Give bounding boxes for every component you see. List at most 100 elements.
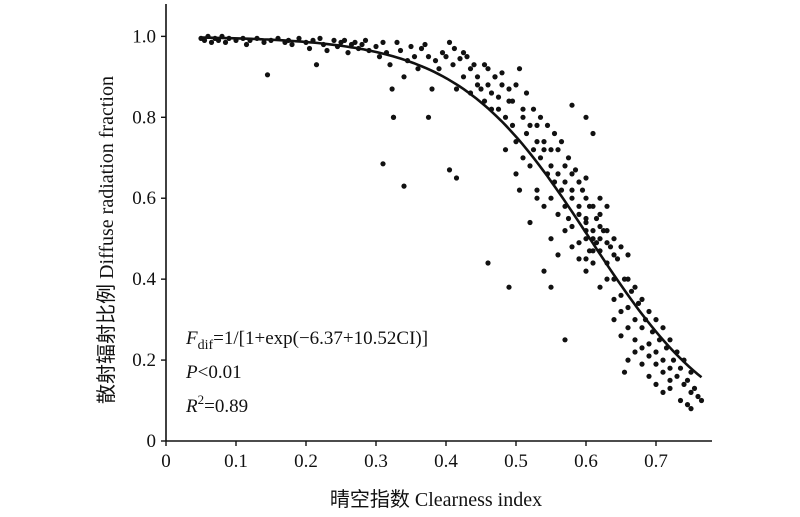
data-point xyxy=(555,147,561,153)
r-squared: R2=0.89 xyxy=(185,392,248,417)
data-point xyxy=(471,62,477,68)
data-point xyxy=(698,397,705,404)
x-tick-label: 0.2 xyxy=(294,451,318,472)
data-point xyxy=(625,276,631,282)
data-point xyxy=(306,45,313,52)
x-axis-title: 晴空指数 Clearness index xyxy=(330,488,542,511)
data-point xyxy=(569,187,575,193)
data-point xyxy=(684,402,691,408)
data-point xyxy=(639,361,645,367)
y-tick-label: 0.2 xyxy=(132,350,156,371)
data-point xyxy=(611,236,617,242)
data-point xyxy=(562,179,568,185)
data-point xyxy=(509,122,516,128)
data-point xyxy=(492,74,498,80)
data-point xyxy=(621,369,628,375)
data-point xyxy=(544,122,551,128)
data-point xyxy=(516,187,523,193)
data-point xyxy=(460,74,467,80)
data-point xyxy=(401,74,407,80)
data-point xyxy=(653,361,659,367)
data-point xyxy=(639,296,645,302)
data-point xyxy=(373,43,379,50)
x-tick-label: 0.5 xyxy=(504,451,528,472)
data-point xyxy=(555,211,561,217)
data-point xyxy=(667,377,673,383)
data-point xyxy=(464,54,470,60)
data-point xyxy=(590,228,596,234)
data-point xyxy=(583,268,589,274)
data-point xyxy=(625,304,631,311)
data-point xyxy=(604,240,610,246)
data-point xyxy=(208,39,215,46)
data-point xyxy=(495,106,502,112)
y-axis-title: 散射辐射比例 Diffuse radiation fraction xyxy=(95,76,118,404)
data-point xyxy=(541,268,547,274)
data-point xyxy=(513,139,519,145)
data-point xyxy=(569,171,575,177)
data-point xyxy=(646,341,652,347)
x-tick-label: 0.4 xyxy=(434,451,458,472)
data-point xyxy=(548,195,554,201)
y-tick-label: 1.0 xyxy=(132,26,156,47)
data-point xyxy=(506,98,512,104)
data-point xyxy=(555,252,561,258)
data-point xyxy=(569,195,575,201)
data-point xyxy=(439,50,446,56)
data-point xyxy=(677,397,684,404)
x-tick-label: 0.6 xyxy=(574,451,598,472)
data-point xyxy=(520,114,526,120)
data-point xyxy=(618,308,624,315)
x-tick-label: 0.7 xyxy=(644,451,668,472)
data-point xyxy=(401,183,407,189)
data-point xyxy=(607,244,614,250)
data-point xyxy=(296,35,302,42)
data-point xyxy=(688,406,694,412)
data-point xyxy=(562,337,568,343)
data-point xyxy=(593,240,600,246)
data-point xyxy=(583,236,589,242)
data-point xyxy=(625,357,631,363)
data-point xyxy=(632,284,638,290)
data-point xyxy=(674,373,680,379)
data-point xyxy=(583,219,589,226)
data-point xyxy=(590,260,596,266)
data-point xyxy=(467,66,474,72)
data-point xyxy=(502,147,509,153)
data-point xyxy=(569,102,575,108)
data-point xyxy=(576,256,582,262)
data-point xyxy=(485,82,491,88)
data-point xyxy=(670,357,677,363)
fit-equation: Fdif=1/[1+exp(−6.37+10.52CI)] xyxy=(185,328,428,353)
data-point xyxy=(516,66,523,72)
data-point xyxy=(457,56,463,62)
data-point xyxy=(660,325,666,331)
data-point xyxy=(593,215,600,222)
data-point xyxy=(502,114,509,120)
data-point xyxy=(604,276,610,282)
p-body: <0.01 xyxy=(198,362,242,383)
data-point xyxy=(534,139,540,145)
data-point xyxy=(569,244,575,250)
data-point xyxy=(415,66,421,72)
y-tick-label: 0.8 xyxy=(132,107,156,128)
data-point xyxy=(569,223,575,230)
data-point xyxy=(443,54,449,60)
y-tick-label: 0.6 xyxy=(132,188,156,209)
data-point xyxy=(481,98,488,104)
data-point xyxy=(485,260,491,266)
data-point xyxy=(324,47,330,54)
svg-text:R2=0.89: R2=0.89 xyxy=(185,392,248,417)
data-point xyxy=(201,37,208,44)
data-point xyxy=(611,252,617,258)
data-point xyxy=(534,195,540,201)
data-point xyxy=(695,393,701,400)
data-point xyxy=(660,357,666,363)
data-point xyxy=(537,114,544,120)
r-body: =0.89 xyxy=(204,396,248,417)
data-point xyxy=(478,86,484,92)
data-point xyxy=(222,39,229,46)
x-tick-label: 0 xyxy=(161,451,171,472)
data-point xyxy=(604,203,610,209)
